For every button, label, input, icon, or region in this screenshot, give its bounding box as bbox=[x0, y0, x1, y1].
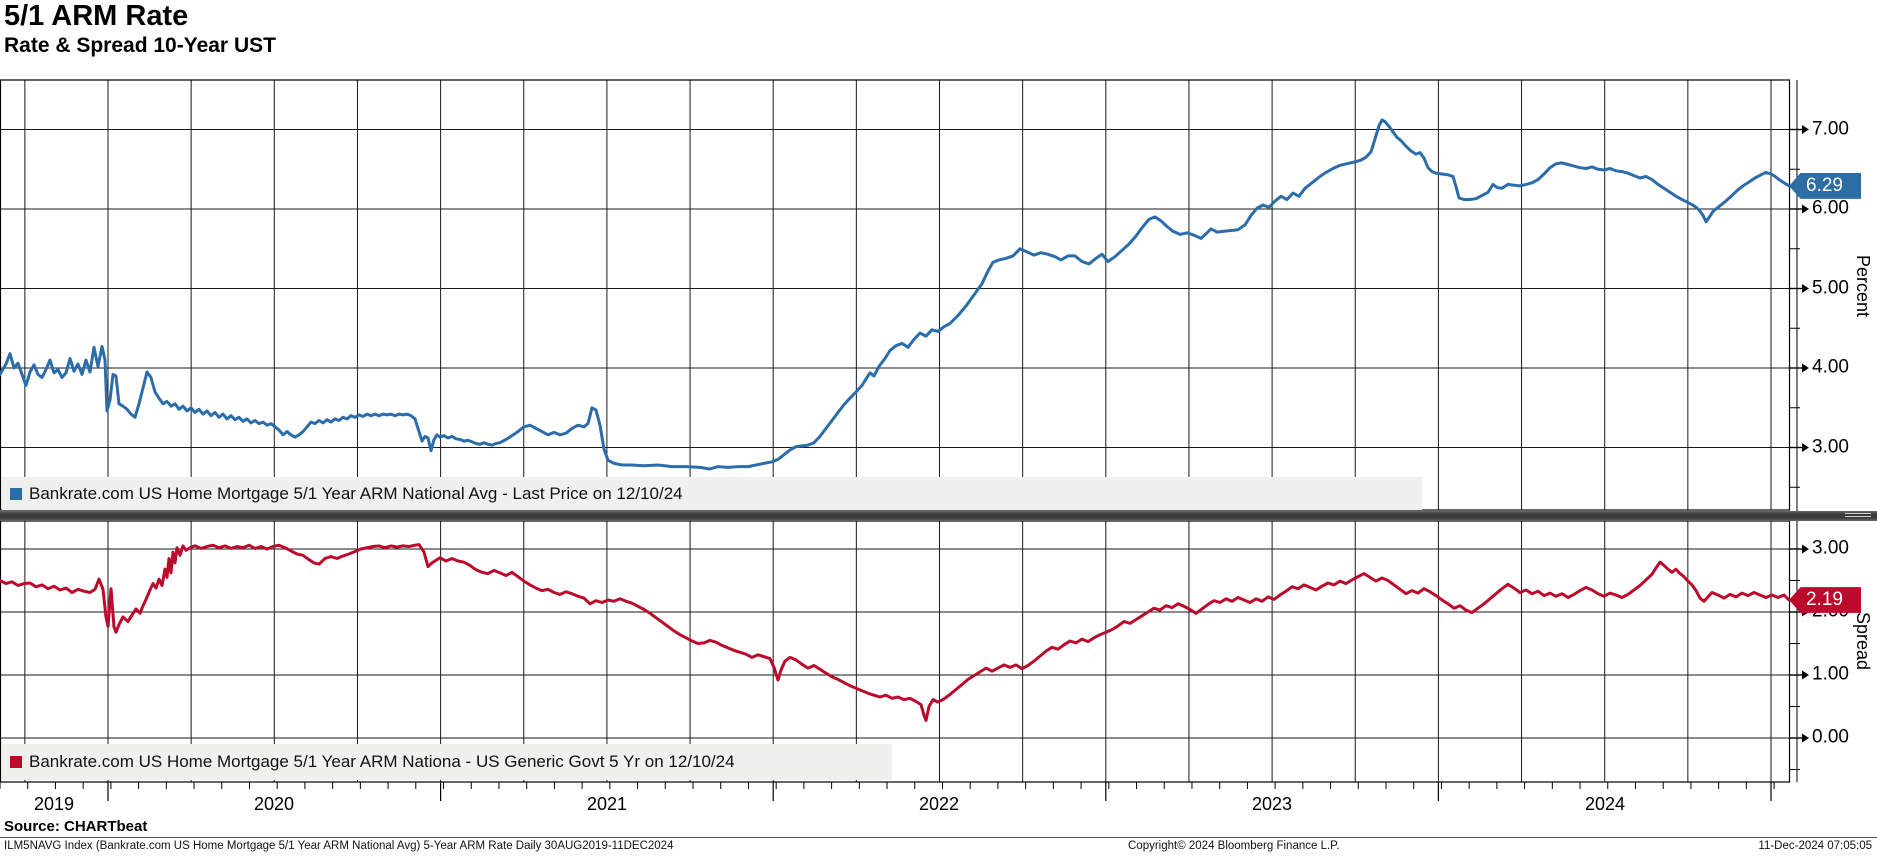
footer-divider bbox=[0, 837, 1877, 838]
y-tick-label: 0.00 bbox=[1812, 726, 1849, 748]
y-axis-title-spread: Spread bbox=[1853, 611, 1873, 670]
spread-line[interactable] bbox=[0, 543, 1791, 722]
x-year-label: 2024 bbox=[1584, 794, 1626, 814]
tick-arrow-icon bbox=[1802, 125, 1809, 134]
y-tick-label: 5.00 bbox=[1812, 277, 1849, 299]
y-tick-label: 1.00 bbox=[1812, 663, 1849, 685]
tick-arrow-icon bbox=[1802, 204, 1809, 214]
page-subtitle: Rate & Spread 10-Year UST bbox=[4, 34, 276, 57]
panel-border bbox=[0, 79, 1791, 511]
spread-last-price-tag[interactable]: 2.19 bbox=[1789, 587, 1861, 613]
y-tick-label: 7.00 bbox=[1812, 118, 1849, 140]
y-tick-label: 3.00 bbox=[1812, 436, 1849, 458]
page-title: 5/1 ARM Rate bbox=[4, 0, 189, 32]
y-tick-label: 4.00 bbox=[1812, 356, 1849, 378]
x-year-label: 2021 bbox=[586, 794, 628, 814]
timestamp: 11-Dec-2024 07:05:05 bbox=[1758, 840, 1872, 852]
panel-border bbox=[0, 520, 1791, 783]
tick-arrow-icon bbox=[1802, 733, 1809, 743]
x-year-label: 2019 bbox=[33, 794, 75, 814]
x-year-label: 2020 bbox=[253, 794, 295, 814]
divider-drag-handle-icon[interactable] bbox=[1845, 513, 1871, 519]
legend-spread[interactable]: Bankrate.com US Home Mortgage 5/1 Year A… bbox=[2, 744, 892, 780]
copyright-text: Copyright© 2024 Bloomberg Finance L.P. bbox=[1128, 840, 1340, 852]
tick-arrow-icon bbox=[1802, 670, 1809, 680]
arm-rate-legend-swatch-icon bbox=[10, 487, 22, 500]
y-tick-label: 3.00 bbox=[1812, 537, 1849, 559]
arm-rate-last-price-tag[interactable]: 6.29 bbox=[1789, 173, 1861, 199]
spread-legend-swatch-icon bbox=[10, 756, 22, 768]
panel-divider[interactable] bbox=[0, 511, 1877, 521]
tick-arrow-icon bbox=[1802, 544, 1809, 554]
arm-rate-line[interactable] bbox=[0, 118, 1791, 471]
legend-arm-rate[interactable]: Bankrate.com US Home Mortgage 5/1 Year A… bbox=[2, 477, 1422, 510]
y-tick-label: 6.00 bbox=[1812, 197, 1849, 219]
arm-rate-legend-label: Bankrate.com US Home Mortgage 5/1 Year A… bbox=[29, 483, 683, 503]
x-year-label: 2022 bbox=[918, 794, 960, 814]
y-axis-title-percent: Percent bbox=[1853, 255, 1873, 318]
source-label: Source: CHARTbeat bbox=[4, 818, 148, 835]
tick-arrow-icon bbox=[1802, 443, 1809, 452]
tick-arrow-icon bbox=[1802, 284, 1809, 293]
index-description: ILM5NAVG Index (Bankrate.com US Home Mor… bbox=[4, 840, 674, 852]
spread-legend-label: Bankrate.com US Home Mortgage 5/1 Year A… bbox=[29, 752, 735, 771]
x-year-label: 2023 bbox=[1251, 794, 1293, 814]
tick-arrow-icon bbox=[1802, 363, 1809, 373]
